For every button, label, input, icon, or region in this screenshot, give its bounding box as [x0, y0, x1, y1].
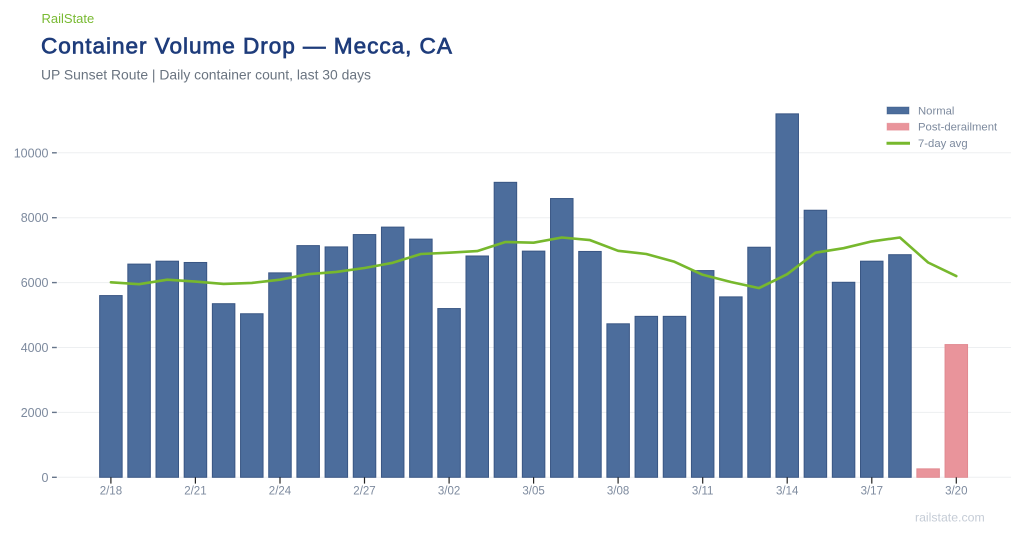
svg-text:3/14: 3/14 — [776, 486, 799, 498]
svg-text:3/17: 3/17 — [861, 486, 883, 498]
svg-text:3/02: 3/02 — [438, 486, 460, 498]
svg-text:UP Sunset Route | Daily contai: UP Sunset Route | Daily container count,… — [41, 66, 371, 82]
svg-text:Post-derailment: Post-derailment — [918, 122, 998, 134]
svg-text:3/08: 3/08 — [607, 486, 629, 498]
svg-text:7-day avg: 7-day avg — [918, 138, 968, 150]
svg-text:2/27: 2/27 — [353, 486, 375, 498]
svg-text:4000: 4000 — [21, 341, 49, 355]
svg-text:3/11: 3/11 — [692, 486, 714, 498]
svg-text:0: 0 — [42, 471, 49, 485]
svg-text:RailState: RailState — [42, 11, 95, 26]
svg-text:8000: 8000 — [21, 211, 49, 225]
svg-text:Container Volume Drop — Mecca,: Container Volume Drop — Mecca, CA — [41, 34, 453, 59]
svg-text:Normal: Normal — [918, 105, 954, 117]
svg-text:2/24: 2/24 — [269, 486, 292, 498]
svg-text:railstate.com: railstate.com — [915, 510, 985, 524]
svg-text:6000: 6000 — [21, 276, 49, 290]
svg-text:10000: 10000 — [14, 146, 49, 160]
svg-text:2/21: 2/21 — [184, 486, 206, 498]
svg-text:3/05: 3/05 — [522, 486, 544, 498]
svg-text:3/20: 3/20 — [945, 486, 967, 498]
svg-text:2/18: 2/18 — [100, 486, 122, 498]
svg-text:2000: 2000 — [21, 406, 49, 420]
